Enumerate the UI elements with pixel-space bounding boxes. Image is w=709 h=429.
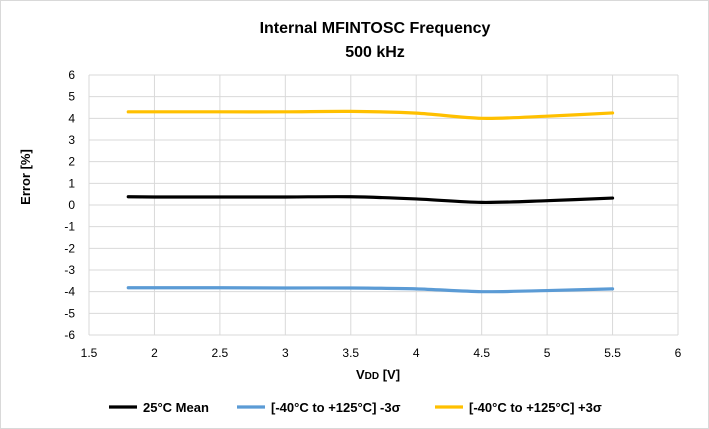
y-tick-label: -5 [64,306,75,320]
x-tick-label: 4.5 [473,346,490,360]
legend-label-0: 25°C Mean [143,400,209,415]
y-tick-label: 4 [68,111,75,125]
y-tick-label: 5 [68,90,75,104]
x-tick-label: 5 [544,346,551,360]
legend-label-1: [-40°C to +125°C] -3σ [271,400,401,415]
y-axis-title: Error [%] [18,149,33,205]
series-line-2 [126,109,615,121]
x-tick-label: 2.5 [212,346,229,360]
y-tick-label: 1 [68,176,75,190]
y-tick-labels: 6 5 4 3 2 1 0 -1 -2 -3 -4 -5 -6 [64,68,75,342]
chart-title: Internal MFINTOSC Frequency [260,20,491,37]
legend-label-2: [-40°C to +125°C] +3σ [469,400,602,415]
x-axis-title-subscript: DD [365,371,379,382]
x-tick-label: 4 [413,346,420,360]
x-tick-labels: 1.5 2 2.5 3 3.5 4 4.5 5 5.5 6 [81,346,682,360]
series-line-1 [126,286,615,294]
x-tick-label: 5.5 [604,346,621,360]
y-tick-label: 2 [68,155,75,169]
y-tick-label: -1 [64,220,75,234]
series-line-0 [126,195,615,205]
x-tick-label: 3 [282,346,289,360]
legend: 25°C Mean [-40°C to +125°C] -3σ [-40°C to … [109,400,602,415]
x-axis-title: VDD [V] [356,367,400,382]
x-tick-label: 3.5 [342,346,359,360]
y-tick-label: -6 [64,328,75,342]
y-tick-label: 6 [68,68,75,82]
y-tick-label: 3 [68,133,75,147]
x-tick-label: 1.5 [81,346,98,360]
series-lines [126,109,615,294]
y-tick-label: -2 [64,241,75,255]
x-tick-label: 6 [675,346,682,360]
y-tick-label: -3 [64,263,75,277]
y-tick-label: -4 [64,285,75,299]
y-tick-label: 0 [68,198,75,212]
chart-subtitle: 500 kHz [345,44,405,61]
x-tick-label: 2 [151,346,158,360]
gridlines [88,74,679,336]
x-axis-title-main: V [356,367,365,382]
x-axis-title-unit: [V] [379,367,400,382]
